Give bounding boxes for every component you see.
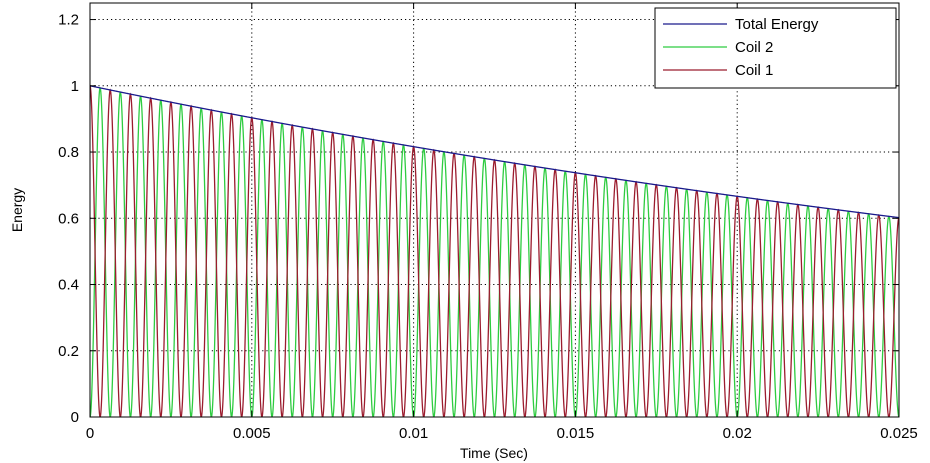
x-tick-label: 0.015: [557, 425, 595, 442]
x-tick-label: 0.005: [233, 425, 271, 442]
x-axis-title: Time (Sec): [460, 445, 528, 461]
y-tick-label: 1.2: [58, 12, 79, 29]
legend-box: [654, 7, 897, 89]
legend: Total Energy Coil 2 Coil 1: [654, 7, 897, 89]
x-tick-label: 0.01: [399, 425, 428, 442]
legend-label-coil-2: Coil 2: [735, 39, 773, 56]
legend-label-coil-1: Coil 1: [735, 62, 773, 79]
legend-label-total-energy: Total Energy: [735, 16, 819, 33]
x-tick-label: 0.02: [723, 425, 752, 442]
y-axis-title: Energy: [9, 188, 25, 232]
plot-frame: [89, 2, 900, 418]
x-tick-label: 0.025: [880, 425, 918, 442]
x-tick-label: 0: [86, 425, 94, 442]
ticks: 0 0.005 0.01 0.015 0.02 0.025 0 0.2 0.4 0.6 0.8 1 1.…: [58, 3, 918, 442]
y-tick-label: 0: [71, 409, 79, 426]
total-energy-line: [90, 85, 899, 219]
y-tick-label: 1: [71, 78, 79, 95]
series-layer: [90, 85, 899, 417]
coil-2-line: [90, 87, 899, 417]
y-tick-label: 0.8: [58, 144, 79, 161]
y-tick-label: 0.4: [58, 277, 79, 294]
y-tick-label: 0.6: [58, 210, 79, 227]
y-tick-label: 0.2: [58, 343, 79, 360]
